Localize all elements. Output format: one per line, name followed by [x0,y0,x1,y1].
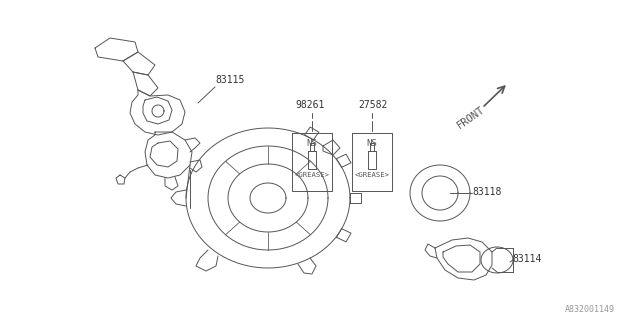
Text: A832001149: A832001149 [565,305,615,314]
Text: NS: NS [307,139,317,148]
Text: FRONT: FRONT [455,105,486,131]
Text: 98261: 98261 [295,100,324,110]
Text: 83114: 83114 [512,254,541,264]
Text: <GREASE>: <GREASE> [294,172,330,178]
Text: 83115: 83115 [215,75,244,85]
Text: <GREASE>: <GREASE> [355,172,390,178]
Text: NS: NS [367,139,378,148]
Text: 83118: 83118 [472,187,501,197]
Text: 27582: 27582 [358,100,387,110]
